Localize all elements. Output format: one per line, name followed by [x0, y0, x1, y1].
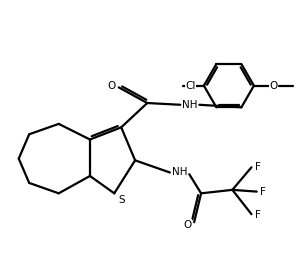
Text: NH: NH [172, 167, 187, 177]
Text: F: F [255, 162, 261, 172]
Text: S: S [119, 194, 125, 205]
Text: F: F [255, 210, 261, 220]
Text: O: O [269, 81, 277, 91]
Text: O: O [183, 220, 191, 230]
Text: O: O [108, 81, 116, 91]
Text: F: F [260, 187, 266, 197]
Text: Cl: Cl [185, 81, 196, 91]
Text: NH: NH [182, 100, 198, 110]
